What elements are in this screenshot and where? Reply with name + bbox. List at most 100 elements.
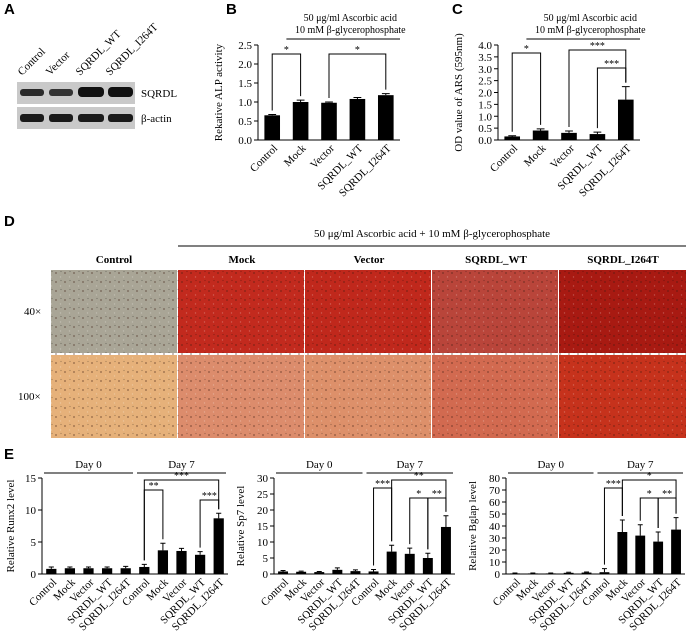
- error-bar: [425, 552, 431, 558]
- significance-bracket: [427, 497, 447, 550]
- bar: [64, 568, 76, 574]
- significance-label: *: [284, 45, 289, 56]
- y-tick-label: 40: [489, 521, 501, 533]
- magnification-label: 100×: [18, 391, 41, 403]
- x-tick-label: Control: [488, 142, 520, 174]
- bar: [213, 518, 224, 574]
- error-bar: [48, 566, 54, 569]
- treatment-header: 50 μg/ml Ascorbic acid + 10 mM β-glycero…: [314, 228, 550, 240]
- significance-label: ***: [174, 471, 189, 482]
- bar: [404, 553, 415, 574]
- significance-bracket: [568, 49, 627, 127]
- panel-label: B: [226, 1, 237, 18]
- group-label: Control: [96, 254, 132, 266]
- panel-label: A: [4, 1, 15, 18]
- y-tick-label: 5: [263, 553, 269, 565]
- error-bar: [601, 568, 607, 573]
- y-axis-label: Relative Runx2 level: [5, 480, 17, 573]
- error-bar: [407, 547, 413, 554]
- group-label: Mock: [229, 254, 257, 266]
- y-tick-label: 4.0: [478, 40, 492, 52]
- bar: [46, 568, 57, 574]
- panel-label: C: [452, 1, 463, 18]
- error-bar: [67, 566, 73, 569]
- y-tick-label: 0.0: [238, 135, 252, 147]
- significance-bracket: [657, 497, 677, 528]
- y-tick-label: 1.5: [478, 99, 492, 111]
- significance-label: ***: [590, 41, 605, 52]
- y-tick-label: 2.5: [238, 40, 252, 52]
- error-bar: [443, 515, 449, 527]
- y-tick-label: 3.5: [478, 52, 492, 64]
- significance-bracket: [143, 489, 164, 561]
- y-tick-label: 1.0: [478, 111, 492, 123]
- significance-label: *: [416, 489, 421, 500]
- y-tick-label: 70: [489, 485, 501, 497]
- y-tick-label: 1.0: [238, 97, 252, 109]
- error-bar: [325, 101, 333, 103]
- group-label: Day 0: [75, 459, 102, 471]
- bar: [440, 526, 451, 574]
- group-label: Day 0: [537, 459, 564, 471]
- bar: [635, 535, 646, 574]
- error-bar: [619, 519, 625, 532]
- error-bar: [296, 99, 305, 102]
- y-tick-label: 80: [489, 473, 501, 485]
- bar: [349, 98, 366, 140]
- bar: [532, 130, 549, 140]
- bar: [617, 532, 628, 574]
- error-bar: [123, 565, 129, 569]
- lane-label: Control: [16, 46, 48, 78]
- error-bar: [104, 566, 110, 569]
- bar: [321, 102, 337, 140]
- bar: [510, 573, 520, 574]
- significance-bracket: [391, 479, 447, 542]
- y-tick-label: 30: [257, 473, 269, 485]
- error-bar: [298, 570, 304, 572]
- treatment-label: 10 mM β-glycerophosphate: [295, 25, 406, 36]
- y-tick-label: 30: [489, 533, 501, 545]
- y-tick-label: 0: [31, 569, 37, 581]
- error-bar: [85, 566, 92, 569]
- error-bar: [160, 542, 166, 551]
- stain-images: [51, 270, 686, 438]
- significance-bracket: [596, 67, 627, 129]
- significance-bracket: [199, 499, 220, 548]
- y-axis-label: Relative Sp7 level: [235, 486, 247, 567]
- error-bar: [621, 86, 630, 100]
- protein-label: β-actin: [141, 113, 172, 125]
- error-bar: [536, 128, 545, 131]
- significance-label: ***: [202, 491, 217, 502]
- bar: [350, 571, 361, 574]
- error-bar: [389, 544, 395, 552]
- error-bar: [371, 569, 377, 572]
- bar: [278, 571, 289, 574]
- error-bar: [216, 512, 222, 519]
- error-bar: [353, 96, 362, 99]
- bar: [83, 568, 94, 574]
- error-bar: [655, 531, 661, 542]
- x-tick-label: Control: [248, 142, 280, 174]
- y-tick-label: 1.5: [238, 78, 252, 90]
- y-axis-label: Relative Bglap level: [467, 481, 479, 571]
- significance-label: **: [149, 481, 159, 492]
- y-tick-label: 10: [489, 557, 501, 569]
- bar: [422, 558, 433, 574]
- protein-label: SQRDL: [141, 88, 177, 100]
- group-label: Day 7: [627, 459, 654, 471]
- error-bar: [508, 135, 517, 137]
- y-tick-label: 5: [31, 537, 37, 549]
- significance-label: ***: [606, 479, 621, 490]
- x-tick-label: Mock: [282, 142, 309, 169]
- panel-label: E: [4, 446, 14, 463]
- bar: [563, 572, 574, 574]
- bar: [653, 541, 664, 574]
- significance-label: *: [647, 489, 652, 500]
- panel-label: D: [4, 213, 15, 230]
- error-bar: [565, 130, 573, 133]
- bar: [581, 572, 592, 574]
- bar: [157, 550, 169, 574]
- y-axis-label: Rekative ALP activity: [213, 43, 225, 141]
- significance-label: ***: [604, 59, 619, 70]
